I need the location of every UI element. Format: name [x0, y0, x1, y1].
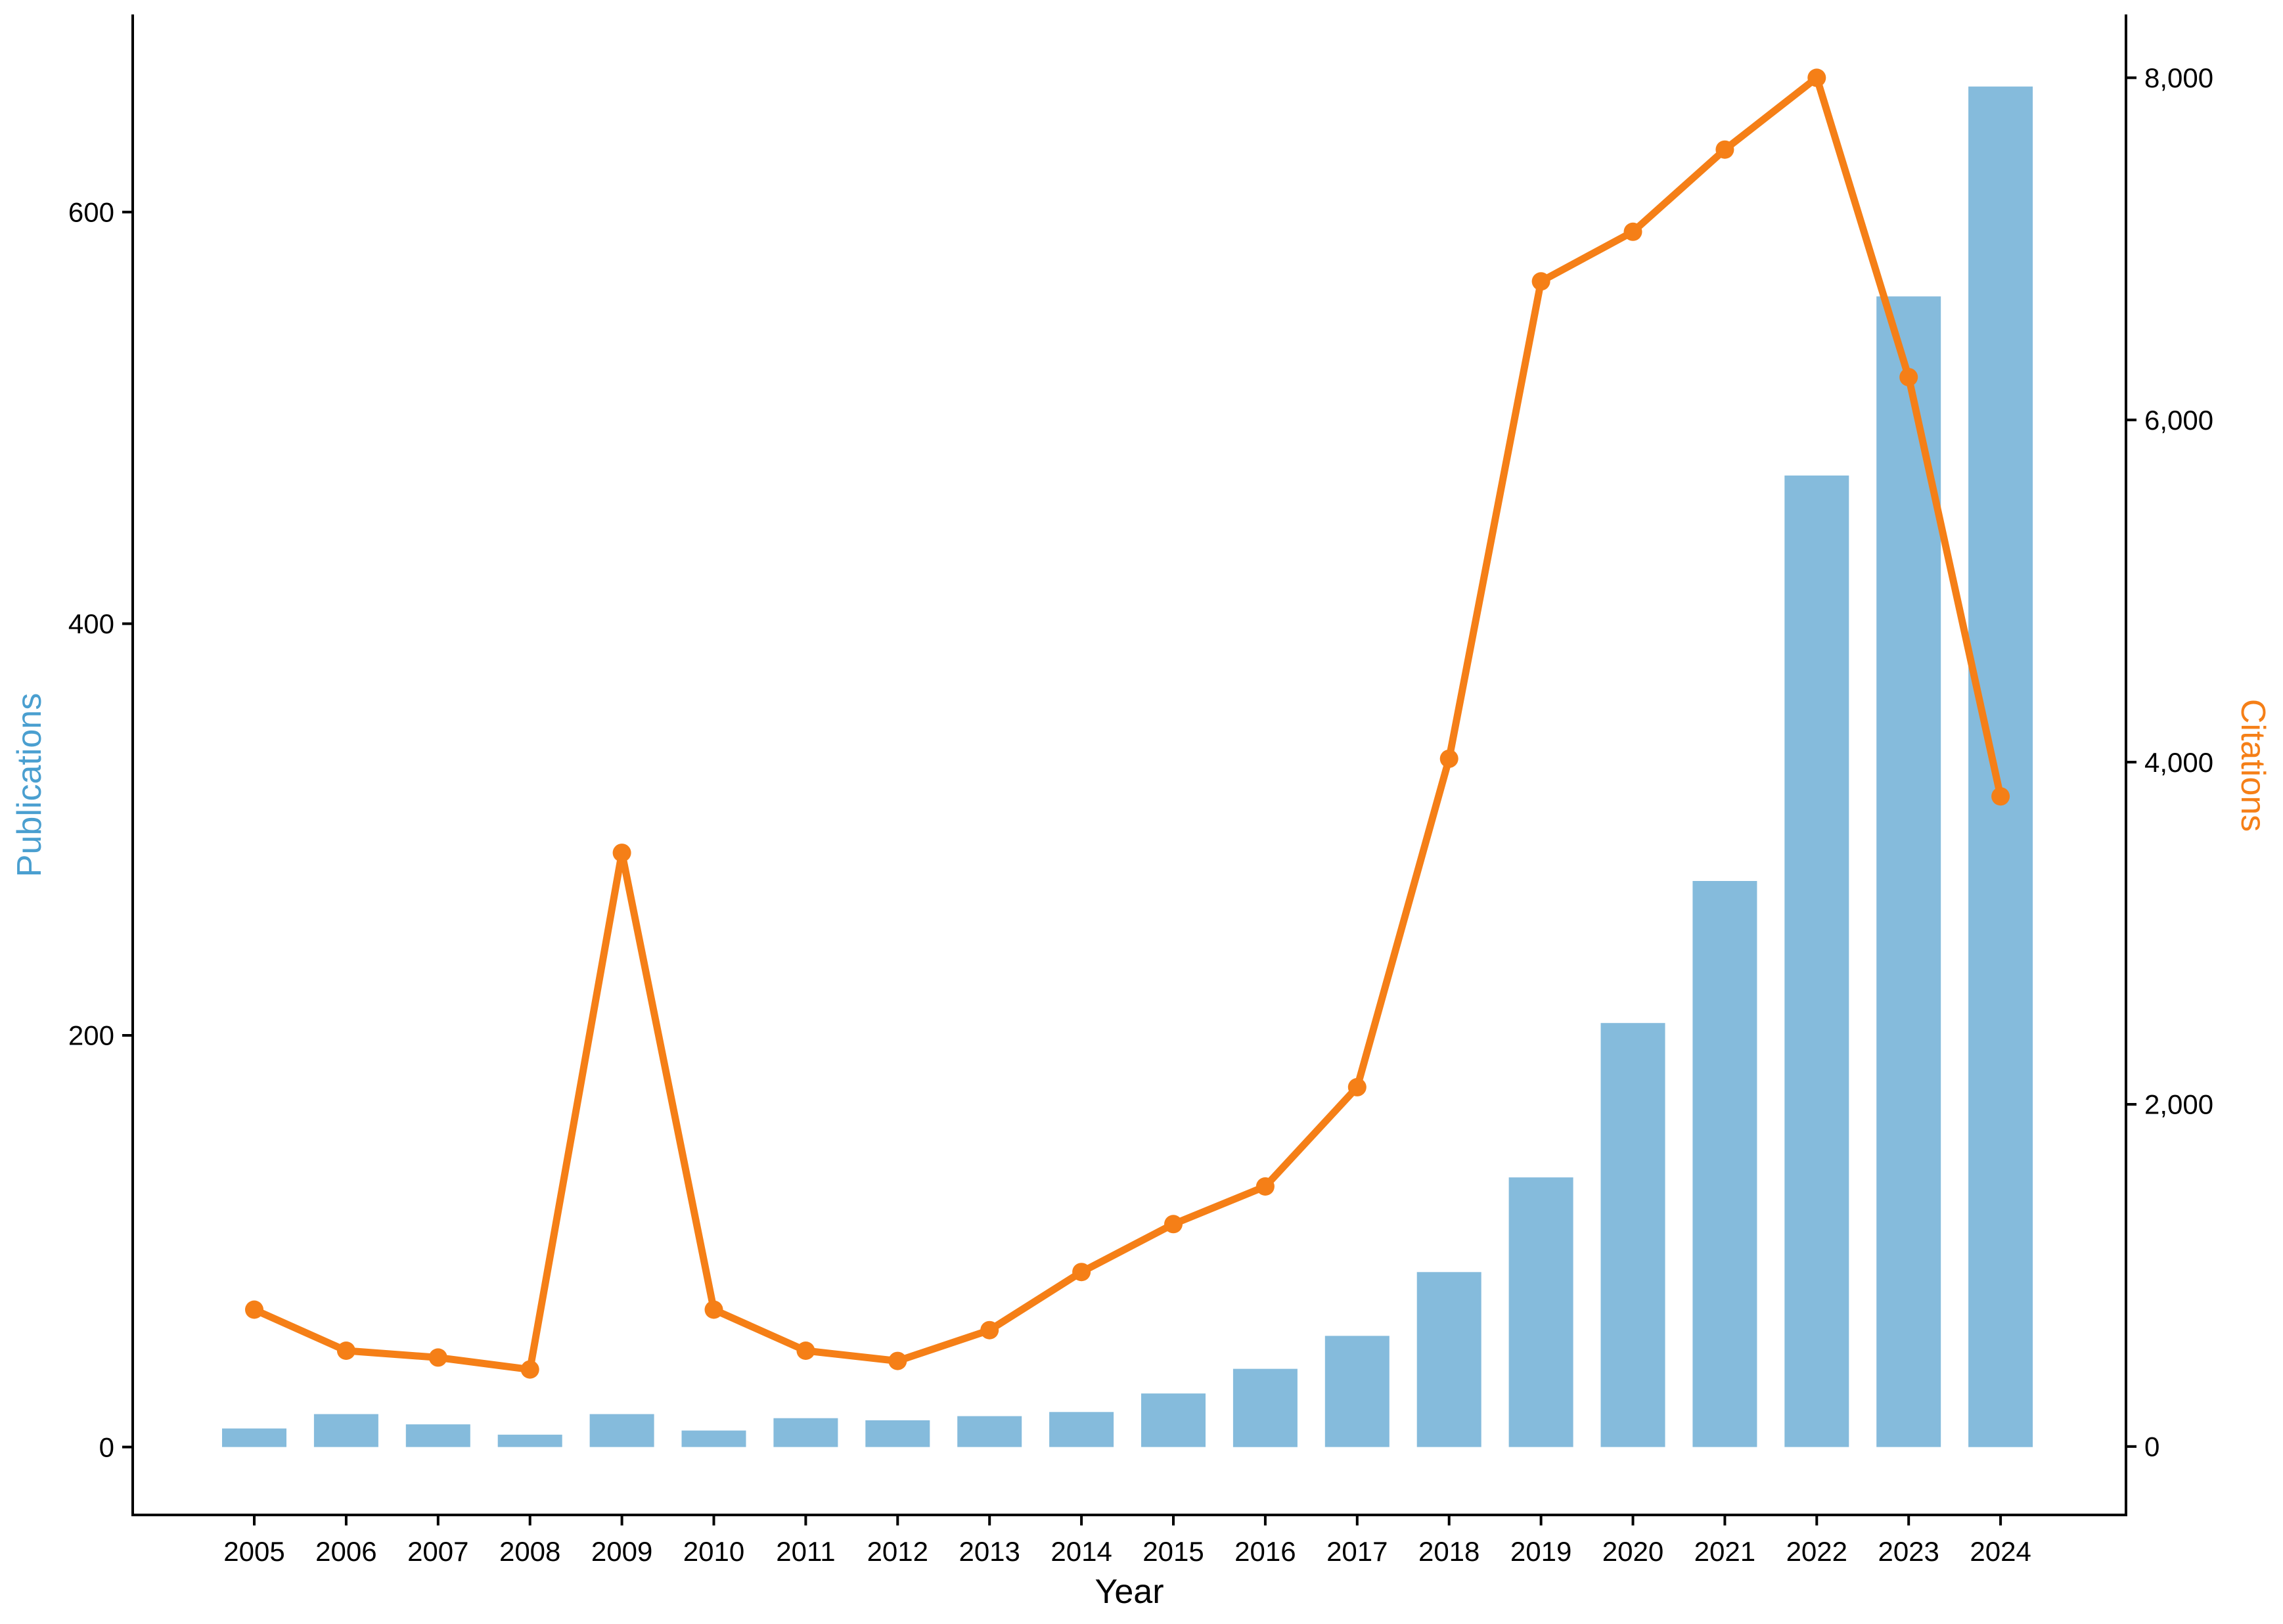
y-left-tick-label-600: 600 — [68, 196, 114, 227]
y-axis-right-title: Citations — [2234, 699, 2272, 832]
y-left-tick-label-400: 400 — [68, 608, 114, 639]
citations-point-2011 — [796, 1342, 815, 1360]
bar-publications-2014 — [1049, 1412, 1114, 1447]
x-tick-label-2024: 2024 — [1970, 1536, 2031, 1567]
citations-point-2007 — [428, 1348, 447, 1367]
bar-publications-2010 — [681, 1430, 746, 1447]
x-axis-title: Year — [1095, 1573, 1164, 1611]
x-tick-label-2014: 2014 — [1051, 1536, 1112, 1567]
x-tick-label-2009: 2009 — [591, 1536, 652, 1567]
x-tick-label-2020: 2020 — [1602, 1536, 1663, 1567]
x-tick-label-2005: 2005 — [223, 1536, 284, 1567]
bar-publications-2016 — [1232, 1368, 1298, 1447]
citations-point-2014 — [1072, 1263, 1091, 1282]
bar-publications-2013 — [957, 1416, 1022, 1447]
ticks-layer: 0 200 400 600 0 2,000 4,000 6,000 8,000 2005 2006 2… — [68, 62, 2213, 1567]
bar-publications-2015 — [1141, 1393, 1206, 1447]
citations-point-2012 — [888, 1351, 907, 1370]
citations-point-2015 — [1164, 1215, 1183, 1234]
y-axis-left-title: Publications — [11, 693, 49, 877]
x-tick-label-2011: 2011 — [776, 1536, 835, 1567]
bar-publications-2008 — [497, 1434, 562, 1447]
y-left-tick-label-0: 0 — [99, 1432, 114, 1462]
x-tick-label-2015: 2015 — [1142, 1536, 1204, 1567]
citations-point-2009 — [612, 844, 631, 863]
bar-publications-2022 — [1784, 475, 1849, 1447]
x-tick-label-2019: 2019 — [1510, 1536, 1571, 1567]
citations-point-2023 — [1899, 368, 1918, 387]
citations-point-2006 — [336, 1342, 355, 1360]
y-right-tick-label-8000: 8,000 — [2144, 62, 2213, 93]
bar-publications-2020 — [1600, 1023, 1665, 1447]
bar-publications-2006 — [313, 1414, 378, 1447]
y-right-tick-label-2000: 2,000 — [2144, 1089, 2213, 1120]
citations-point-2018 — [1439, 749, 1458, 768]
y-right-tick-label-0: 0 — [2144, 1432, 2159, 1462]
citations-line — [250, 74, 2004, 1374]
line-layer — [245, 68, 2010, 1379]
x-tick-label-2016: 2016 — [1234, 1536, 1296, 1567]
bar-publications-2024 — [1968, 86, 2033, 1447]
citations-point-2013 — [980, 1320, 999, 1340]
y-right-tick-label-6000: 6,000 — [2144, 405, 2213, 436]
bar-publications-2018 — [1416, 1272, 1481, 1447]
x-tick-label-2013: 2013 — [959, 1536, 1020, 1567]
citations-point-2022 — [1807, 68, 1826, 87]
y-left-tick-label-200: 200 — [68, 1020, 114, 1051]
x-tick-label-2023: 2023 — [1878, 1536, 1939, 1567]
bar-publications-2007 — [405, 1424, 470, 1447]
y-right-tick-label-4000: 4,000 — [2144, 747, 2213, 778]
citations-point-2005 — [245, 1300, 263, 1319]
bars-layer — [222, 86, 2033, 1447]
citations-point-2017 — [1347, 1077, 1367, 1096]
x-tick-label-2010: 2010 — [683, 1536, 744, 1567]
bar-publications-2012 — [865, 1420, 930, 1447]
bar-publications-2005 — [222, 1428, 286, 1447]
bar-publications-2021 — [1692, 881, 1757, 1447]
bar-publications-2011 — [773, 1418, 838, 1447]
citations-point-2019 — [1531, 272, 1550, 291]
x-tick-label-2008: 2008 — [499, 1536, 560, 1567]
axes-layer — [131, 14, 2127, 1516]
x-tick-label-2018: 2018 — [1418, 1536, 1480, 1567]
citations-point-2024 — [1991, 787, 2010, 806]
citations-point-2021 — [1715, 140, 1734, 159]
bar-publications-2019 — [1508, 1177, 1573, 1447]
citations-point-2008 — [520, 1360, 539, 1379]
x-tick-label-2021: 2021 — [1694, 1536, 1755, 1567]
bar-publications-2017 — [1324, 1336, 1390, 1447]
x-tick-label-2022: 2022 — [1786, 1536, 1847, 1567]
x-tick-label-2012: 2012 — [867, 1536, 928, 1567]
bar-publications-2009 — [589, 1414, 654, 1447]
x-tick-label-2017: 2017 — [1326, 1536, 1388, 1567]
citations-point-2010 — [704, 1300, 723, 1319]
citations-point-2016 — [1255, 1177, 1275, 1196]
citations-point-2020 — [1623, 222, 1642, 241]
x-tick-label-2007: 2007 — [407, 1536, 468, 1567]
x-tick-label-2006: 2006 — [315, 1536, 376, 1567]
